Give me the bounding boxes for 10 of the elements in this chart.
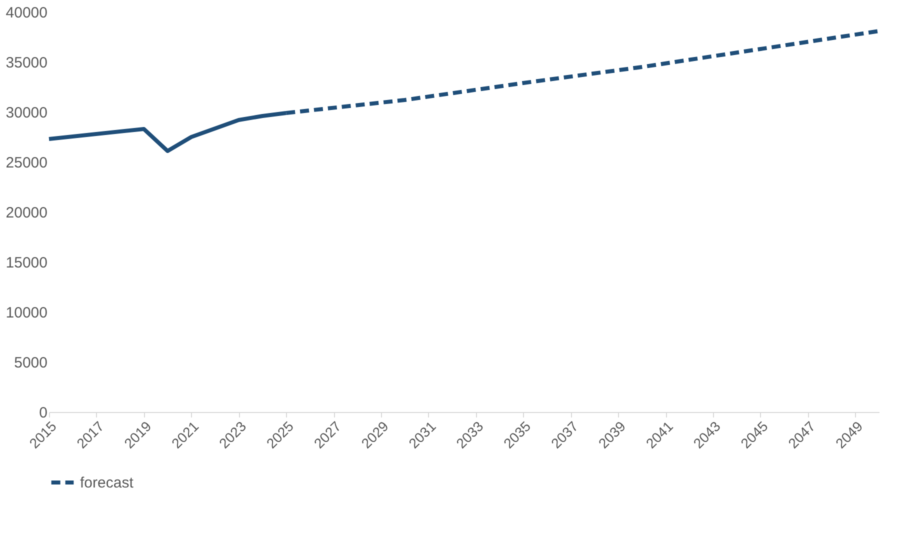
y-tick-label: 40000 <box>6 4 48 22</box>
y-tick-label: 15000 <box>6 254 48 272</box>
y-tick-label: 10000 <box>6 304 48 322</box>
y-tick-label: 0 <box>39 404 48 422</box>
y-tick-label: 30000 <box>6 104 48 122</box>
y-tick-label: 25000 <box>6 154 48 172</box>
y-tick-label: 5000 <box>14 354 48 372</box>
legend-label: forecast <box>80 474 134 492</box>
y-tick-label: 20000 <box>6 204 48 222</box>
y-tick-label: 35000 <box>6 54 48 72</box>
